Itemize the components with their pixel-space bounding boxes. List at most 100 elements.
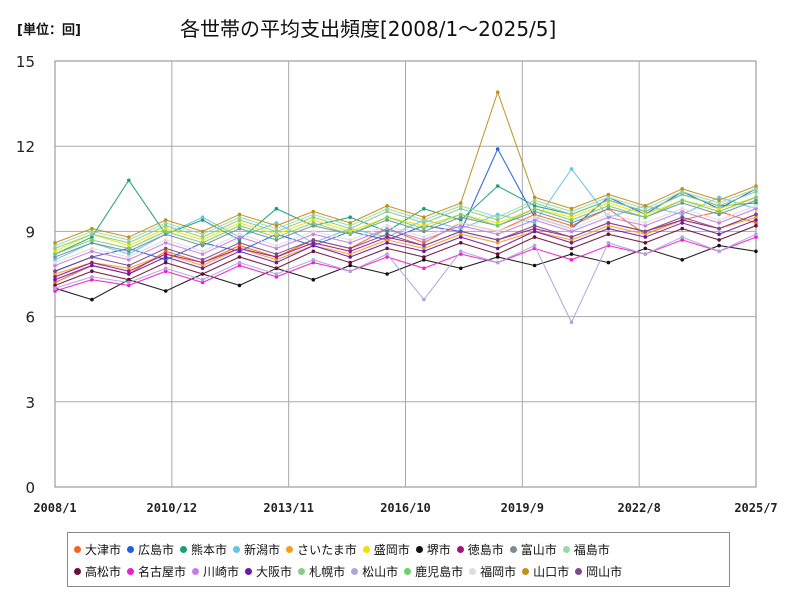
data-point <box>274 229 279 234</box>
data-point <box>200 241 205 245</box>
data-point <box>163 289 168 293</box>
data-point <box>532 204 537 208</box>
legend-item: 大津市 <box>74 541 121 558</box>
series-line-18 <box>54 205 757 264</box>
legend-item: 広島市 <box>127 541 174 558</box>
data-point <box>532 218 537 222</box>
data-point <box>385 223 389 228</box>
data-point <box>237 241 242 245</box>
data-point <box>274 272 279 276</box>
legend-marker <box>469 567 477 575</box>
y-tick-label: 9 <box>25 223 35 241</box>
legend-item: 盛岡市 <box>362 541 410 558</box>
legend-label: 山口市 <box>533 564 570 579</box>
y-tick-label: 12 <box>16 138 35 156</box>
legend-item: 徳島市 <box>456 541 504 558</box>
data-point <box>200 232 205 236</box>
data-point <box>606 232 611 236</box>
data-point <box>495 241 500 245</box>
data-point <box>127 283 131 288</box>
data-point <box>90 232 94 236</box>
data-point <box>532 229 537 234</box>
data-point <box>348 252 353 256</box>
data-point <box>532 263 537 268</box>
data-point <box>200 258 205 262</box>
data-point <box>311 260 316 265</box>
data-point <box>717 204 721 208</box>
data-point <box>237 238 242 242</box>
legend-row: 大津市 広島市 熊本市 新潟市 さいたま市 盛岡市 堺市 徳島市 富山市 福島市 <box>74 539 616 559</box>
data-point <box>127 235 131 239</box>
data-point <box>495 221 500 225</box>
data-point <box>53 269 57 274</box>
legend-item: 札幌市 <box>298 563 345 580</box>
data-point <box>459 221 463 225</box>
data-point <box>127 241 131 245</box>
data-point <box>127 258 131 262</box>
series-line-16 <box>54 233 757 324</box>
data-point <box>163 232 168 236</box>
legend-item: 富山市 <box>509 541 557 558</box>
data-point <box>53 249 57 254</box>
data-point <box>348 249 353 254</box>
data-point <box>754 215 758 219</box>
data-point <box>643 235 648 239</box>
data-point <box>606 212 611 217</box>
data-point <box>53 289 57 293</box>
legend-item: 川崎市 <box>192 563 239 580</box>
data-point <box>459 235 463 239</box>
data-point <box>311 241 316 245</box>
data-point <box>311 215 316 219</box>
data-point <box>459 206 463 211</box>
data-point <box>459 232 463 236</box>
data-point <box>459 229 463 234</box>
data-point <box>311 221 316 225</box>
legend-label: 熊本市 <box>191 542 228 557</box>
legend-item: さいたま市 <box>286 541 357 558</box>
data-point <box>717 201 721 205</box>
legend-label: 盛岡市 <box>373 542 410 557</box>
x-tick-label: 2013/11 <box>263 501 314 515</box>
data-point <box>348 226 353 231</box>
data-point <box>717 226 721 231</box>
data-point <box>200 272 205 276</box>
data-point <box>495 238 500 242</box>
legend-marker <box>404 567 412 575</box>
data-point <box>90 249 94 254</box>
data-point <box>569 235 574 239</box>
data-point <box>90 263 94 268</box>
data-point <box>717 243 721 248</box>
data-point <box>237 263 242 268</box>
data-point <box>274 275 279 279</box>
data-point <box>163 249 168 254</box>
y-tick-label: 3 <box>25 394 35 412</box>
legend-label: 札幌市 <box>309 564 346 579</box>
series-line-6 <box>54 196 757 252</box>
legend-item: 松山市 <box>351 563 398 580</box>
data-point <box>311 258 316 262</box>
series-line-11 <box>54 225 757 286</box>
data-point <box>717 195 721 200</box>
legend-item: 福岡市 <box>469 563 516 580</box>
data-point <box>606 226 611 231</box>
data-point <box>311 277 316 282</box>
data-point <box>237 243 242 248</box>
data-point <box>90 255 94 259</box>
legend-item: 堺市 <box>415 541 451 558</box>
data-point <box>274 235 279 239</box>
data-point <box>200 260 205 265</box>
data-point <box>459 223 463 228</box>
data-point <box>237 215 242 219</box>
data-point <box>385 238 389 242</box>
data-point <box>532 195 537 200</box>
legend-label: 高松市 <box>85 564 122 579</box>
data-point <box>422 243 426 248</box>
data-point <box>200 218 205 222</box>
data-point <box>274 232 279 236</box>
data-point <box>53 286 57 291</box>
data-point <box>422 226 426 231</box>
legend-marker <box>192 567 200 575</box>
data-point <box>127 243 131 248</box>
data-point <box>459 266 463 271</box>
data-point <box>606 204 611 208</box>
